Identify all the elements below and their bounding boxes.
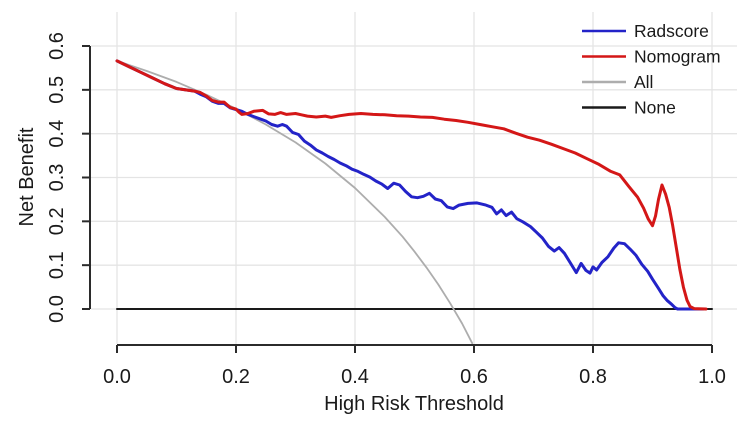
gridlines xyxy=(91,12,737,344)
series-line-all xyxy=(116,60,474,345)
legend: Radscore Nomogram All None xyxy=(582,21,721,118)
legend-label-radscore: Radscore xyxy=(634,21,709,41)
y-tick-label: 0.4 xyxy=(46,120,68,148)
series-line-radscore xyxy=(115,59,705,311)
y-tick-label: 0.6 xyxy=(46,32,68,60)
x-tick-label: 0.6 xyxy=(460,366,488,388)
y-tick-label: 0.0 xyxy=(46,295,68,323)
x-tick-label: 0.0 xyxy=(103,366,131,388)
x-axis-title: High Risk Threshold xyxy=(324,393,504,415)
x-tick-label: 1.0 xyxy=(698,366,726,388)
y-tick-label: 0.1 xyxy=(46,251,68,279)
legend-label-all: All xyxy=(634,72,653,92)
y-axis-title: Net Benefit xyxy=(16,127,38,226)
y-tick-label: 0.3 xyxy=(46,164,68,192)
x-tick-label: 0.2 xyxy=(222,366,250,388)
y-tick-label: 0.5 xyxy=(46,76,68,104)
series-line-nomogram xyxy=(115,59,708,311)
x-tick-label: 0.4 xyxy=(341,366,369,388)
axes: 0.0 0.1 0.2 0.3 0.4 0.5 0.6 0.0 0.2 0.4 0.6 0.8 1.0 xyxy=(46,32,726,388)
series-lines xyxy=(115,59,713,345)
y-tick-label: 0.2 xyxy=(46,207,68,235)
legend-label-none: None xyxy=(634,98,676,118)
legend-label-nomogram: Nomogram xyxy=(634,47,721,67)
x-tick-label: 0.8 xyxy=(579,366,607,388)
